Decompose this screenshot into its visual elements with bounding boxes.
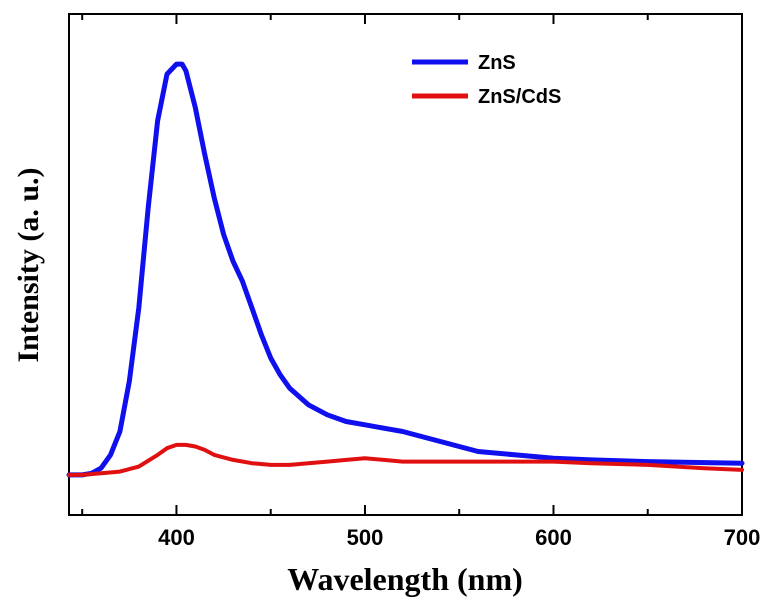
legend-label: ZnS [478, 52, 516, 74]
series-line-zns [66, 61, 745, 478]
legend-label: ZnS/CdS [478, 86, 561, 108]
x-tick-label: 500 [347, 525, 384, 550]
series-line-zns-cds [67, 442, 744, 477]
x-tick-label: 400 [158, 525, 195, 550]
x-tick-label: 700 [724, 525, 761, 550]
x-tick-label: 600 [535, 525, 572, 550]
y-axis-title: Intensity (a. u.) [12, 167, 45, 362]
x-axis-title: Wavelength (nm) [287, 561, 523, 597]
plot-frame [68, 13, 743, 516]
